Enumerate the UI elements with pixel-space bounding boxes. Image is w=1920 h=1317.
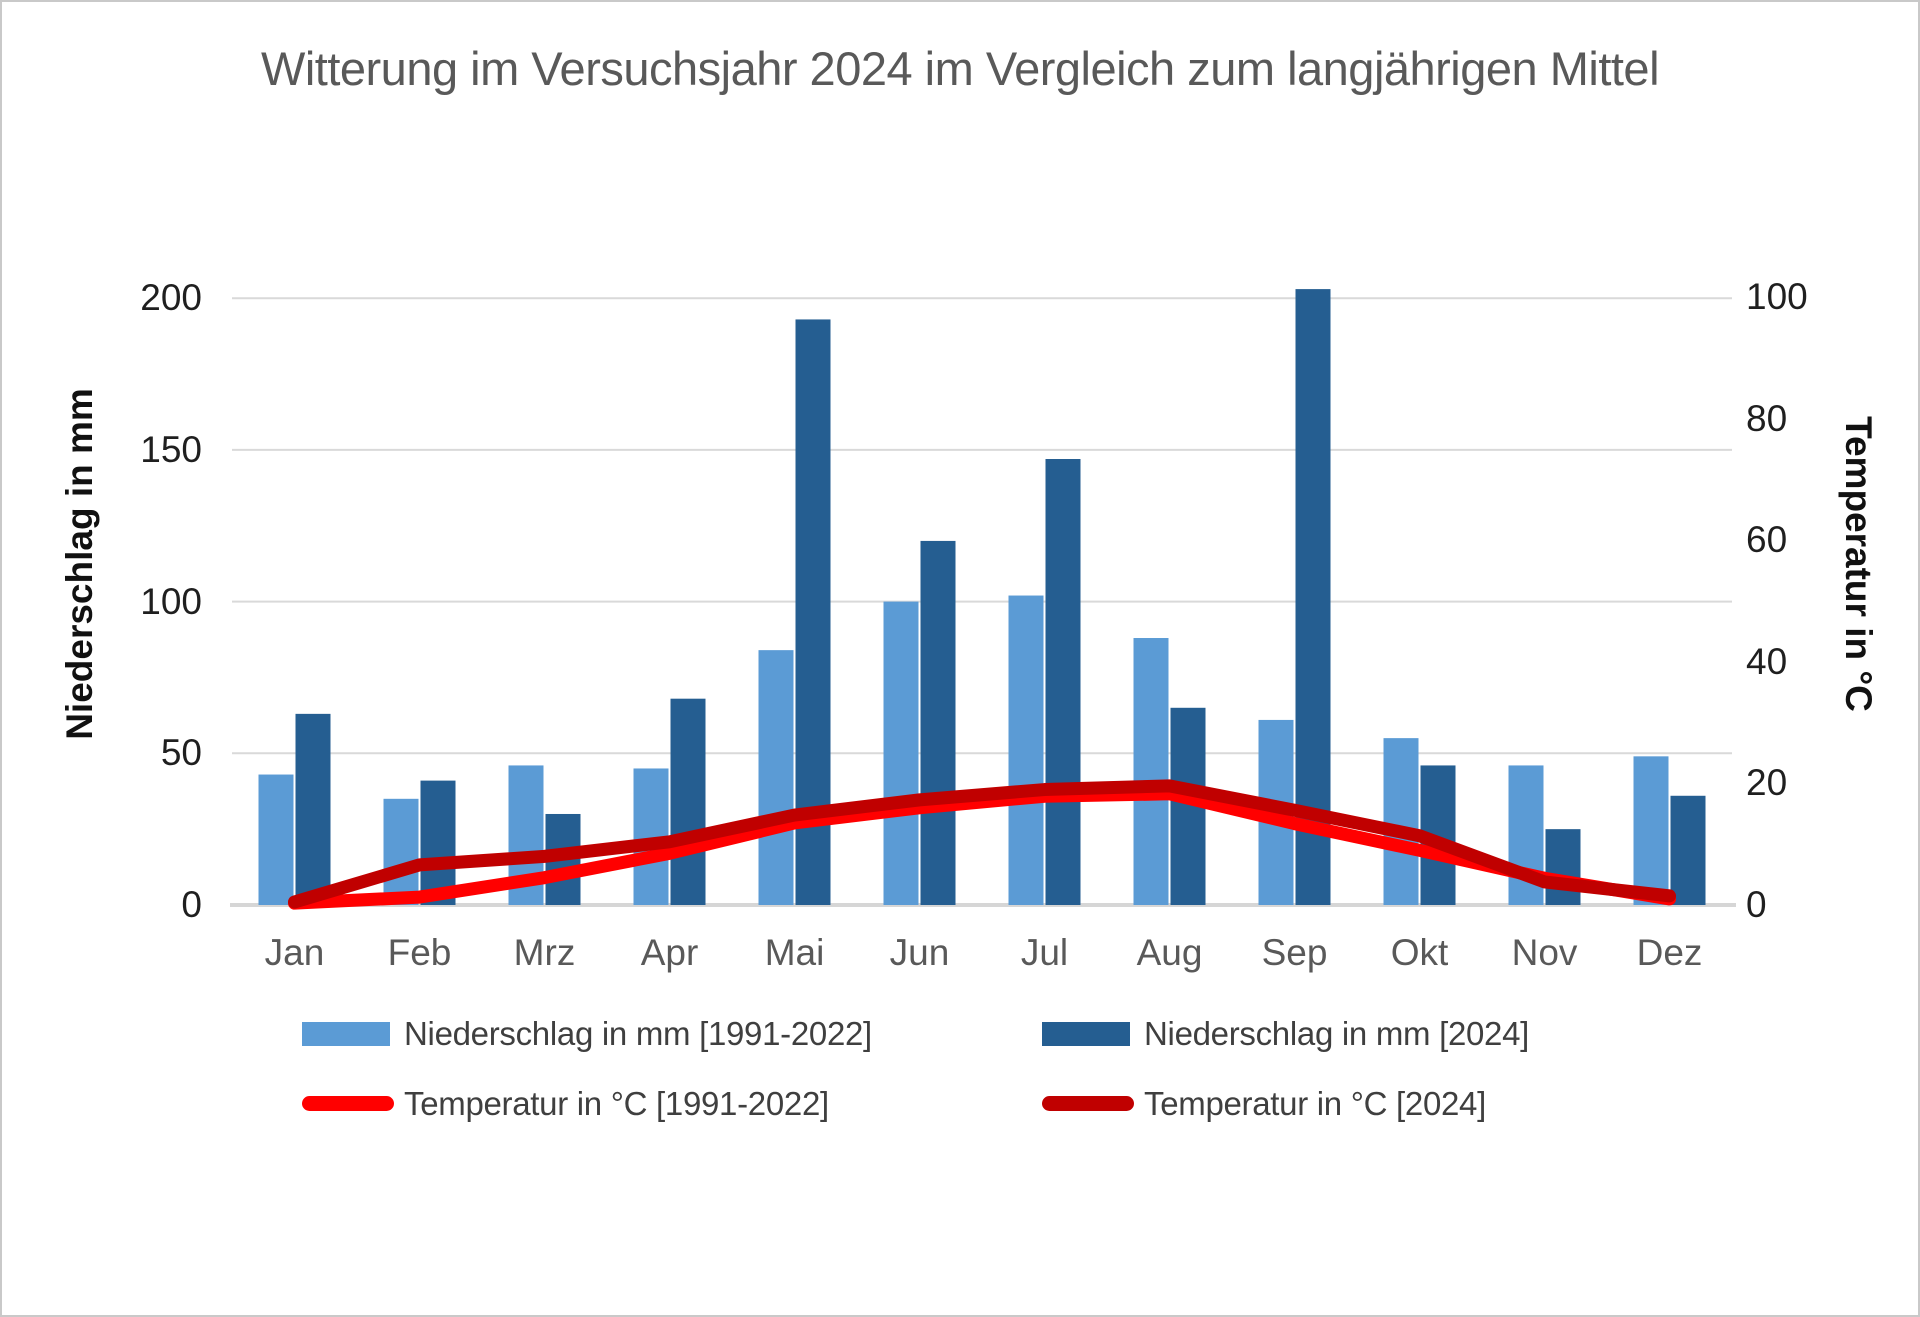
- bar-Feb-mean: [383, 798, 419, 905]
- chart-title: Witterung im Versuchsjahr 2024 im Vergle…: [260, 42, 1660, 95]
- x-tick-label-Apr: Apr: [640, 932, 699, 973]
- bar-Jul-mean: [1008, 595, 1044, 905]
- x-tick-label-Jun: Jun: [889, 932, 950, 973]
- bar-Jul-2024: [1045, 459, 1081, 905]
- legend-label: Niederschlag in mm [1991-2022]: [404, 1015, 872, 1052]
- right-axis-tick-80: 80: [1746, 397, 1788, 439]
- bar-Nov-2024: [1545, 829, 1581, 905]
- x-tick-label-Nov: Nov: [1511, 932, 1578, 973]
- legend-label: Niederschlag in mm [2024]: [1144, 1015, 1530, 1052]
- bar-Aug-mean: [1133, 638, 1169, 905]
- right-axis-tick-60: 60: [1746, 519, 1788, 561]
- legend-line-swatch-temp-2024: [1042, 1096, 1134, 1111]
- left-axis-tick-200: 200: [140, 277, 202, 319]
- bar-Feb-2024: [420, 780, 456, 905]
- bar-Apr-2024: [670, 698, 706, 905]
- legend-swatch-precip-1991-2022: [302, 1022, 390, 1046]
- bar-Jun-mean: [883, 601, 919, 905]
- x-tick-label-Sep: Sep: [1261, 932, 1328, 973]
- left-axis-tick-50: 50: [160, 732, 202, 774]
- bar-Dez-2024: [1670, 795, 1706, 905]
- right-axis-tick-100: 100: [1746, 276, 1808, 318]
- x-tick-label-Dez: Dez: [1636, 932, 1703, 973]
- bar-Okt-mean: [1383, 738, 1419, 905]
- bar-Jun-2024: [920, 540, 956, 905]
- right-axis-tick-0: 0: [1746, 884, 1767, 925]
- x-tick-label-Okt: Okt: [1390, 932, 1449, 973]
- legend-line-swatch-temp-1991-2022: [302, 1096, 394, 1111]
- left-axis-tick-100: 100: [140, 580, 202, 622]
- x-tick-label-Mai: Mai: [764, 932, 825, 973]
- left-axis-tick-150: 150: [140, 428, 202, 470]
- right-axis-tick-40: 40: [1746, 640, 1788, 682]
- bar-Jan-mean: [258, 774, 294, 905]
- bar-Sep-2024: [1295, 289, 1331, 905]
- x-tick-label-Mrz: Mrz: [513, 932, 576, 973]
- temp-line-mean: [288, 787, 1676, 910]
- legend-swatch-precip-2024: [1042, 1022, 1130, 1046]
- x-tick-label-Jul: Jul: [1020, 932, 1069, 973]
- x-tick-label-Feb: Feb: [387, 932, 452, 973]
- legend-label: Temperatur in °C [1991-2022]: [404, 1085, 829, 1122]
- temp-line-2024: [288, 779, 1676, 909]
- x-tick-label-Aug: Aug: [1136, 932, 1203, 973]
- x-tick-label-Jan: Jan: [264, 932, 325, 973]
- right-axis-tick-20: 20: [1746, 762, 1788, 804]
- left-axis-tick-0: 0: [181, 884, 202, 925]
- bar-Mai-mean: [758, 650, 794, 905]
- legend-label: Temperatur in °C [2024]: [1144, 1085, 1486, 1122]
- bar-Dez-mean: [1633, 756, 1669, 905]
- bar-Jan-2024: [295, 713, 331, 905]
